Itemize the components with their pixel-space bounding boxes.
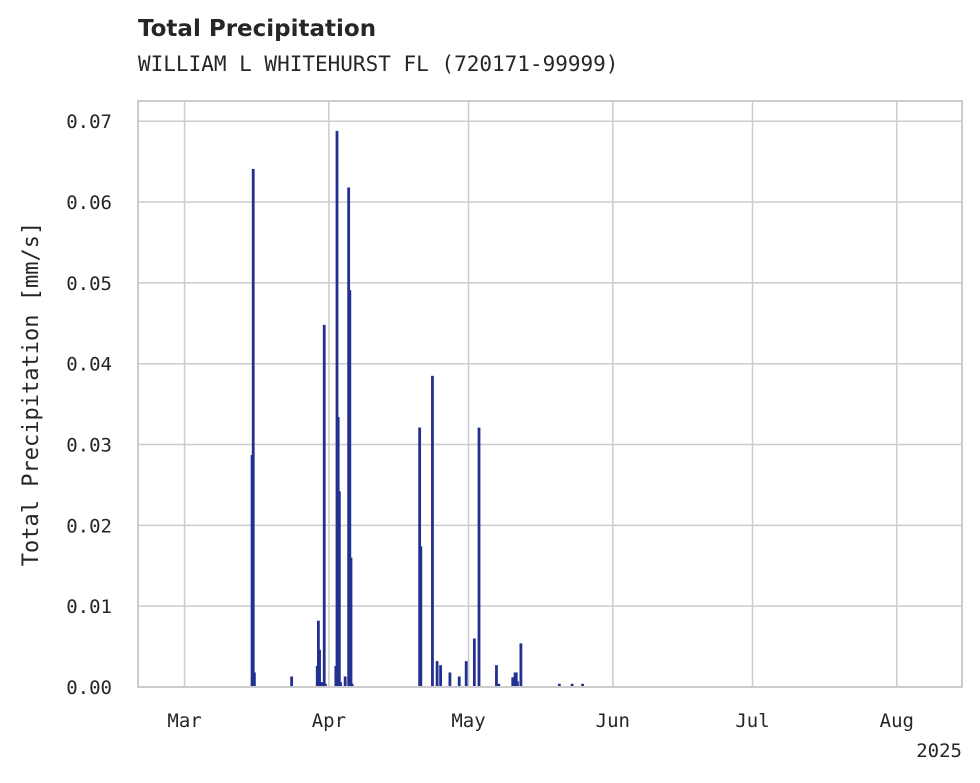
- precipitation-bar: [431, 375, 434, 687]
- precipitation-bar: [439, 665, 442, 687]
- precipitation-bar: [335, 130, 339, 688]
- precipitation-bars: [250, 130, 584, 688]
- precipitation-bar: [343, 676, 347, 687]
- precipitation-bar: [448, 672, 452, 687]
- y-tick-label: 0.00: [66, 677, 112, 699]
- precipitation-bar: [497, 683, 501, 687]
- precipitation-bar: [464, 661, 468, 687]
- y-axis-ticks: 0.00 0.01 0.02 0.03 0.04 0.05 0.06 0.07: [66, 111, 112, 699]
- y-tick-label: 0.01: [66, 596, 112, 618]
- precipitation-bar: [570, 683, 574, 687]
- precipitation-bar: [557, 683, 561, 687]
- x-axis-offset-label: 2025: [916, 740, 962, 762]
- y-tick-label: 0.05: [66, 273, 112, 295]
- precipitation-bar: [516, 681, 519, 687]
- precipitation-bar: [349, 557, 353, 687]
- y-tick-label: 0.03: [66, 435, 112, 457]
- chart-title: Total Precipitation: [138, 16, 377, 42]
- x-axis-ticks: Mar Apr May Jun Jul Aug: [167, 710, 914, 732]
- x-tick-label: Aug: [880, 710, 914, 732]
- precipitation-bar: [581, 683, 584, 687]
- precipitation-bar: [322, 324, 326, 687]
- y-tick-label: 0.02: [66, 515, 112, 537]
- precipitation-bar: [251, 168, 255, 688]
- precipitation-bar: [339, 682, 342, 687]
- plot-frame: [137, 100, 963, 688]
- precipitation-bar: [252, 672, 256, 687]
- precipitation-bar: [290, 676, 294, 687]
- precipitation-bar: [320, 682, 324, 687]
- x-tick-label: Mar: [167, 710, 201, 732]
- precipitation-bar: [435, 661, 439, 687]
- y-axis-label: Total Precipitation [mm/s]: [19, 222, 44, 566]
- precipitation-bar: [350, 683, 354, 687]
- y-tick-label: 0.07: [66, 111, 112, 133]
- precipitation-bar: [477, 427, 481, 687]
- precipitation-bar: [519, 643, 523, 687]
- precipitation-bar: [514, 672, 518, 687]
- precipitation-bar: [337, 491, 341, 687]
- y-tick-label: 0.06: [66, 192, 112, 214]
- grid-lines: [138, 101, 962, 688]
- x-tick-label: Jul: [735, 710, 769, 732]
- precipitation-bar: [495, 665, 498, 687]
- x-tick-label: Apr: [312, 710, 346, 732]
- precipitation-bar: [472, 638, 476, 687]
- chart-subtitle: WILLIAM L WHITEHURST FL (720171-99999): [138, 52, 619, 76]
- precipitation-bar: [457, 676, 461, 687]
- x-tick-label: May: [451, 710, 485, 732]
- x-tick-label: Jun: [596, 710, 630, 732]
- precipitation-bar: [348, 290, 352, 687]
- y-tick-label: 0.04: [66, 354, 112, 376]
- precipitation-bar: [323, 683, 327, 687]
- precipitation-bar: [318, 649, 321, 687]
- precipitation-bar: [419, 546, 423, 687]
- precipitation-bar: [511, 677, 515, 687]
